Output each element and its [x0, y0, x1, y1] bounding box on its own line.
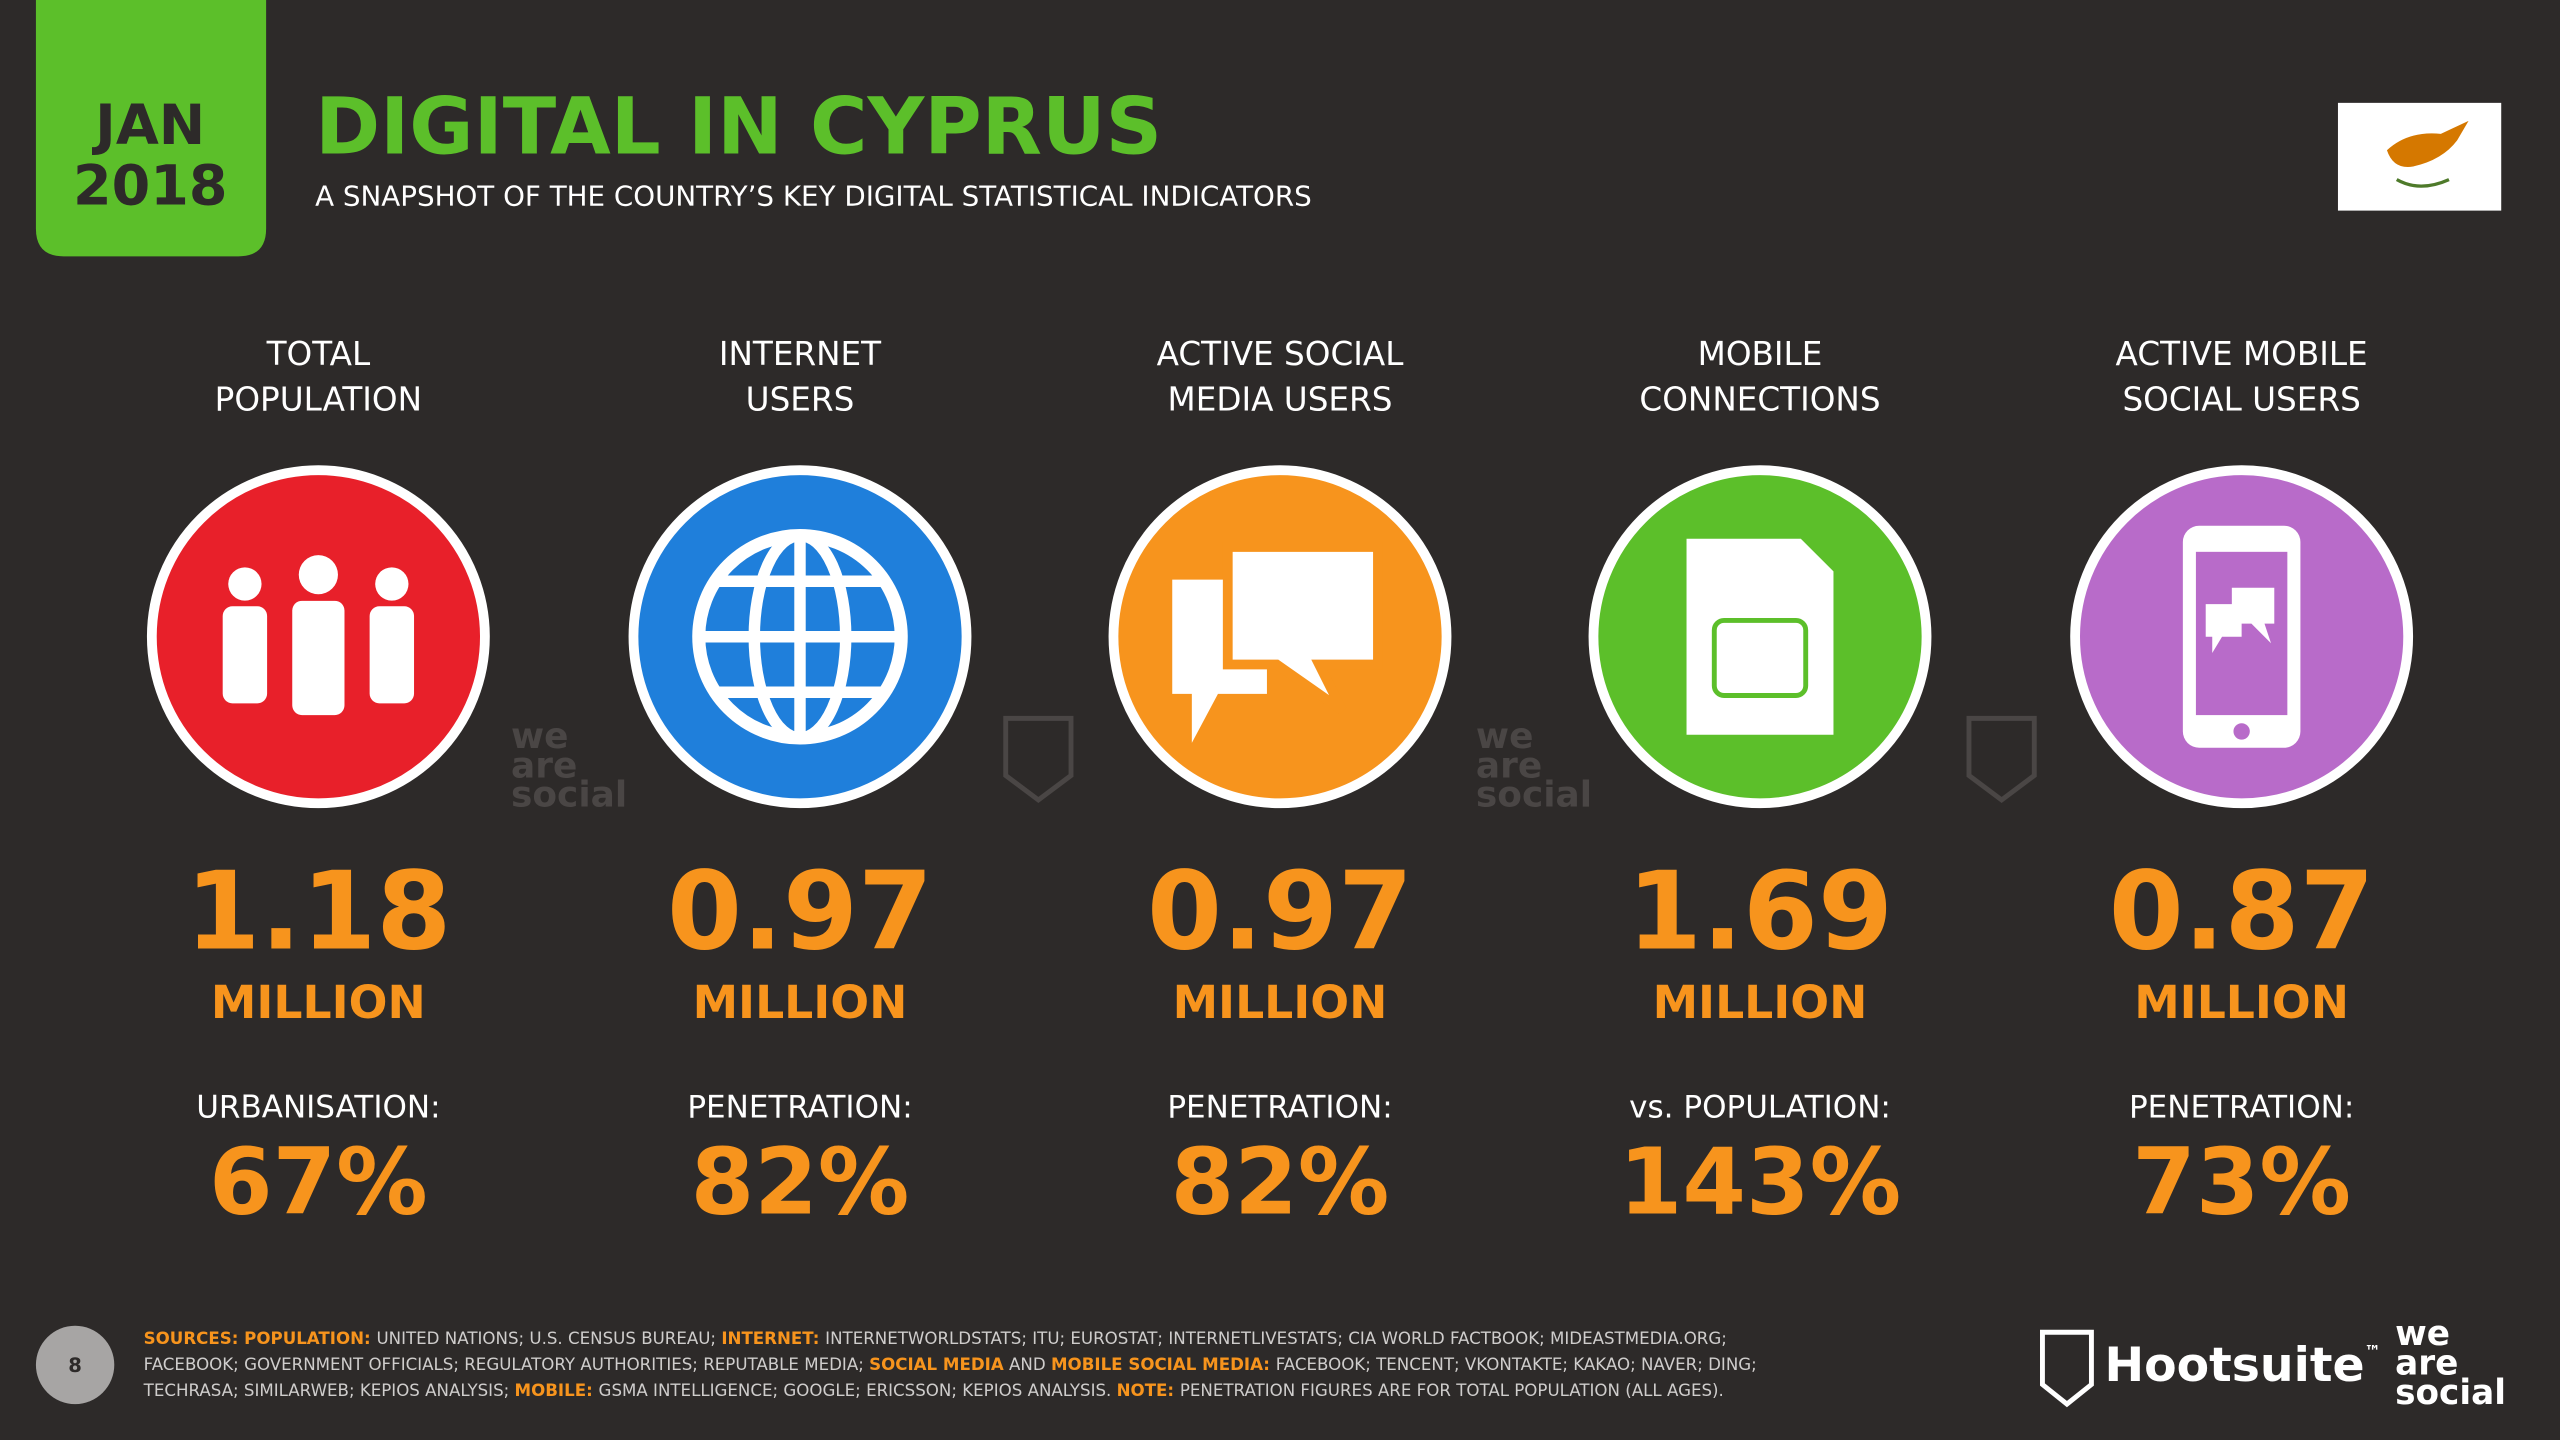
sub-value: 82% — [1171, 1128, 1390, 1235]
icon-part — [222, 606, 268, 704]
source-segment: MOBILE SOCIAL MEDIA: — [1051, 1354, 1276, 1373]
source-segment: FACEBOOK; GOVERNMENT OFFICIALS; REGULATO… — [144, 1354, 869, 1373]
watermark: social — [1476, 775, 1592, 816]
owl-watermark — [1966, 715, 2037, 804]
indicator-label: INTERNET — [719, 335, 882, 373]
source-segment: POPULATION: — [244, 1328, 376, 1347]
icon-part — [369, 606, 415, 704]
indicator-label: MOBILE — [1698, 335, 1823, 373]
value: 0.97 — [1147, 849, 1413, 974]
watermark: we — [511, 716, 569, 757]
icon-part — [2205, 587, 2275, 654]
icon-part — [292, 600, 345, 716]
source-line: TECHRASA; SIMILARWEB; KEPIOS ANALYSIS; M… — [143, 1381, 1724, 1400]
source-segment: PENETRATION FIGURES ARE FOR TOTAL POPULA… — [1180, 1381, 1724, 1400]
title: DIGITAL IN CYPRUS — [315, 82, 1162, 173]
indicator-label: MEDIA USERS — [1168, 381, 1393, 419]
watermark: social — [511, 775, 627, 816]
icon-part — [375, 567, 409, 601]
unit: MILLION — [211, 976, 426, 1029]
unit: MILLION — [1173, 976, 1388, 1029]
logo: are — [2395, 1343, 2458, 1383]
year: 2018 — [73, 154, 227, 219]
icon-part — [228, 567, 262, 601]
indicator-label: USERS — [746, 381, 855, 419]
hootsuite-owl — [2040, 1329, 2094, 1408]
month: JAN — [91, 93, 205, 158]
watermark: are — [1476, 745, 1542, 786]
indicator-label: SOCIAL USERS — [2122, 381, 2360, 419]
value: 1.69 — [1627, 849, 1893, 974]
unit: MILLION — [2134, 976, 2349, 1029]
sub-label: vs. POPULATION: — [1629, 1090, 1891, 1126]
indicator-label: POPULATION — [215, 381, 422, 419]
indicator-label: CONNECTIONS — [1639, 381, 1880, 419]
source-segment: UNITED NATIONS; U.S. CENSUS BUREAU; — [376, 1328, 721, 1347]
indicator-label: ACTIVE MOBILE — [2116, 335, 2368, 373]
icon-part — [2233, 723, 2250, 740]
flag-branches — [2395, 178, 2450, 188]
watermark: are — [511, 745, 577, 786]
sub-value: 82% — [691, 1128, 910, 1235]
icon-part — [1222, 542, 1383, 715]
unit: MILLION — [693, 976, 908, 1029]
icon-part — [1686, 538, 1834, 735]
brand-mark: ™ — [2365, 1341, 2381, 1360]
indicator-label: ACTIVE SOCIAL — [1157, 335, 1405, 373]
value: 1.18 — [185, 849, 451, 974]
sub-label: URBANISATION: — [196, 1090, 440, 1126]
page-number: 8 — [68, 1354, 82, 1377]
unit: MILLION — [1653, 976, 1868, 1029]
indicator-label: TOTAL — [266, 335, 371, 373]
value: 0.97 — [667, 849, 933, 974]
page-badge — [35, 1325, 115, 1405]
icon-part — [298, 555, 338, 595]
source-segment: INTERNETWORLDSTATS; ITU; EUROSTAT; INTER… — [825, 1328, 1727, 1347]
source-segment: NOTE: — [1117, 1381, 1180, 1400]
source-segment: TECHRASA; SIMILARWEB; KEPIOS ANALYSIS; — [143, 1381, 515, 1400]
value: 0.87 — [2109, 849, 2375, 974]
source-line: FACEBOOK; GOVERNMENT OFFICIALS; REGULATO… — [144, 1354, 1757, 1373]
icon-part — [1711, 617, 1809, 698]
owl-watermark — [1003, 715, 1074, 804]
sub-label: PENETRATION: — [2129, 1090, 2354, 1126]
sub-value: 67% — [209, 1128, 428, 1235]
source-segment: MOBILE: — [515, 1381, 599, 1400]
logo: we — [2395, 1314, 2450, 1354]
sub-value: 143% — [1619, 1128, 1901, 1235]
sub-value: 73% — [2132, 1128, 2351, 1235]
source-segment: FACEBOOK; TENCENT; VKONTAKTE; KAKAO; NAV… — [1276, 1354, 1757, 1373]
subtitle: A SNAPSHOT OF THE COUNTRY’S KEY DIGITAL … — [315, 180, 1312, 213]
watermark: we — [1476, 716, 1534, 757]
source-line: SOURCES: POPULATION: UNITED NATIONS; U.S… — [144, 1328, 1727, 1347]
sub-label: PENETRATION: — [1167, 1090, 1392, 1126]
flag-map — [2386, 120, 2469, 167]
logo: social — [2395, 1373, 2506, 1413]
sub-label: PENETRATION: — [687, 1090, 912, 1126]
source-segment: SOURCES: — [144, 1328, 244, 1347]
source-segment: SOCIAL MEDIA — [869, 1354, 1004, 1373]
brand: Hootsuite™ — [2104, 1338, 2380, 1393]
brand-name: Hootsuite — [2104, 1338, 2364, 1393]
date-badge — [35, 0, 267, 257]
source-segment: AND — [1004, 1354, 1051, 1373]
source-segment: INTERNET: — [721, 1328, 825, 1347]
source-segment: GSMA INTELLIGENCE; GOOGLE; ERICSSON; KEP… — [599, 1381, 1117, 1400]
